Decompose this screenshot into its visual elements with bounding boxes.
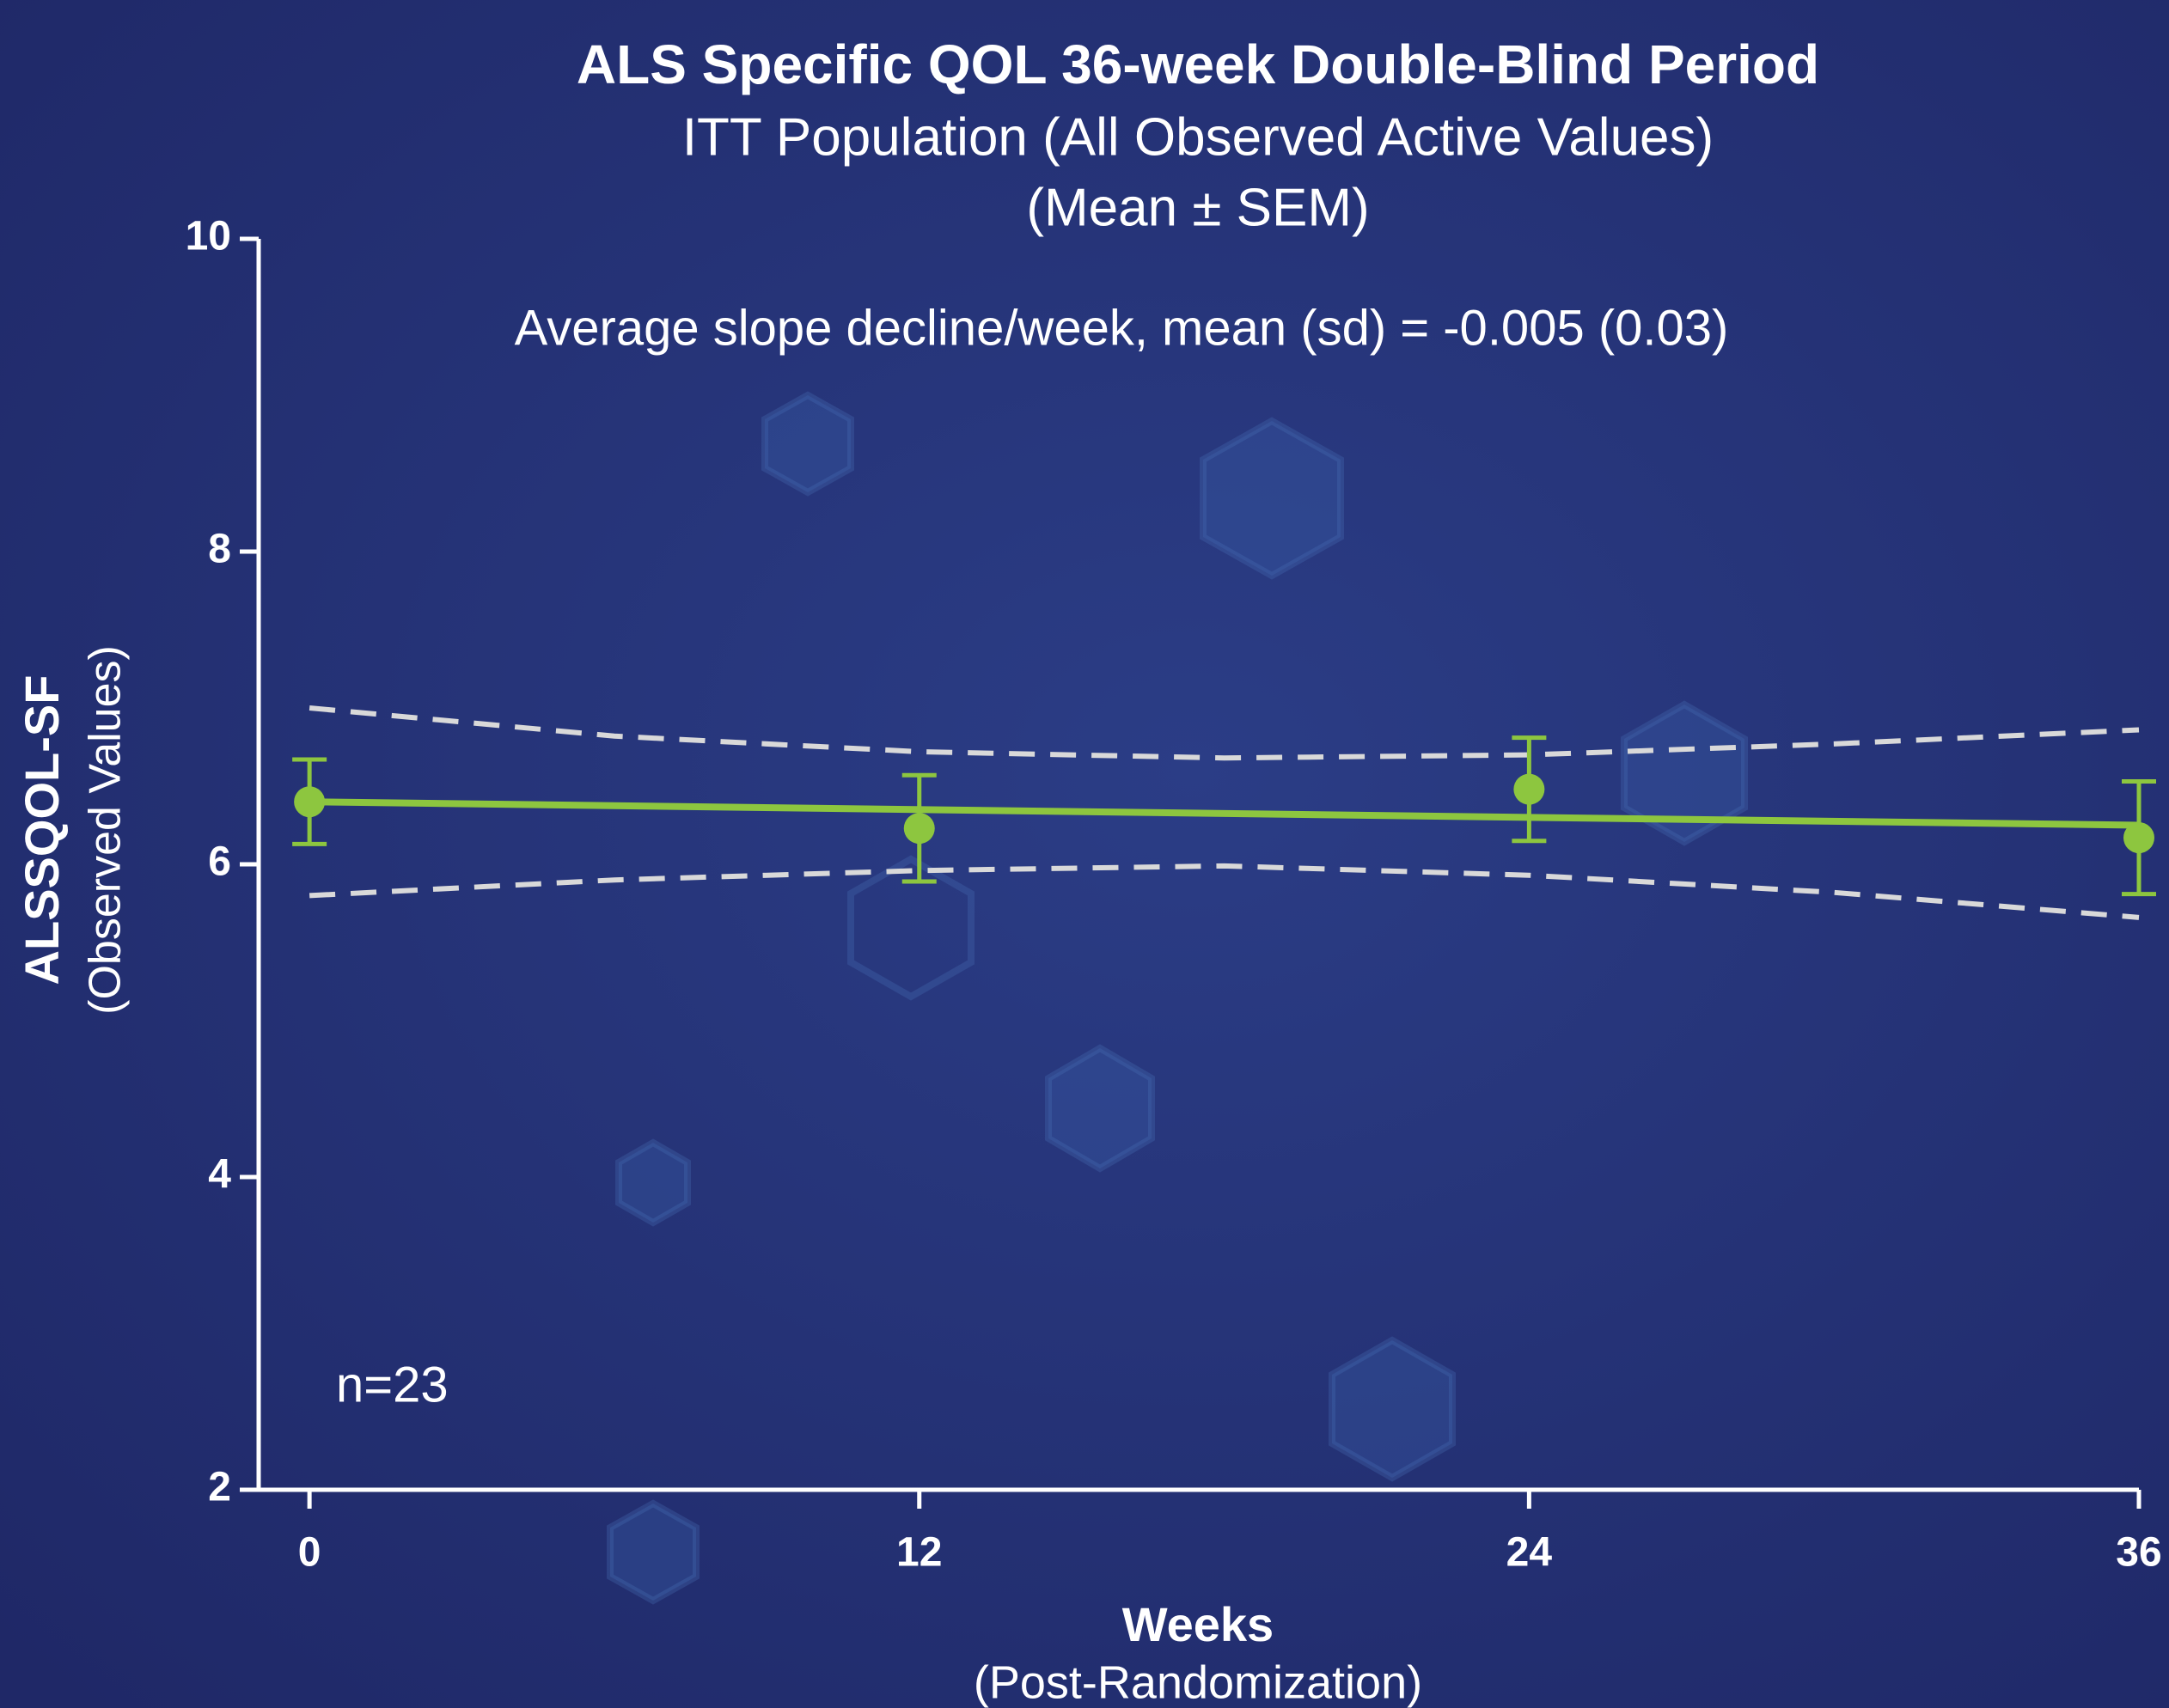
y-tick-label: 8 <box>208 527 231 572</box>
annotation: Average slope decline/week, mean (sd) = … <box>515 300 1729 356</box>
data-point <box>904 813 935 844</box>
background <box>0 0 2169 1708</box>
y-axis-subtitle: (Observed Values) <box>81 645 131 1015</box>
chart: ALS Specific QOL 36-week Double-Blind Pe… <box>0 0 2169 1708</box>
x-tick-label: 24 <box>1506 1530 1553 1576</box>
x-tick-label: 0 <box>298 1530 321 1576</box>
x-tick-label: 12 <box>896 1530 942 1576</box>
data-point <box>2123 822 2154 853</box>
chart-subtitle: ITT Population (All Observed Active Valu… <box>682 107 1714 167</box>
chart-subtitle: (Mean ± SEM) <box>1026 178 1369 237</box>
data-point <box>1513 774 1544 805</box>
y-tick-label: 6 <box>208 839 231 885</box>
x-axis-subtitle: (Post-Randomization) <box>974 1656 1422 1708</box>
y-tick-label: 2 <box>208 1465 231 1510</box>
y-axis-title: ALSSQOL-SF <box>15 675 69 985</box>
y-tick-label: 4 <box>208 1152 231 1198</box>
chart-title: ALS Specific QOL 36-week Double-Blind Pe… <box>577 34 1819 95</box>
n-label: n=23 <box>336 1357 449 1412</box>
y-tick-label: 10 <box>186 214 231 259</box>
data-point <box>294 786 325 817</box>
x-axis-title: Weeks <box>1122 1597 1274 1651</box>
x-tick-label: 36 <box>2116 1530 2161 1576</box>
